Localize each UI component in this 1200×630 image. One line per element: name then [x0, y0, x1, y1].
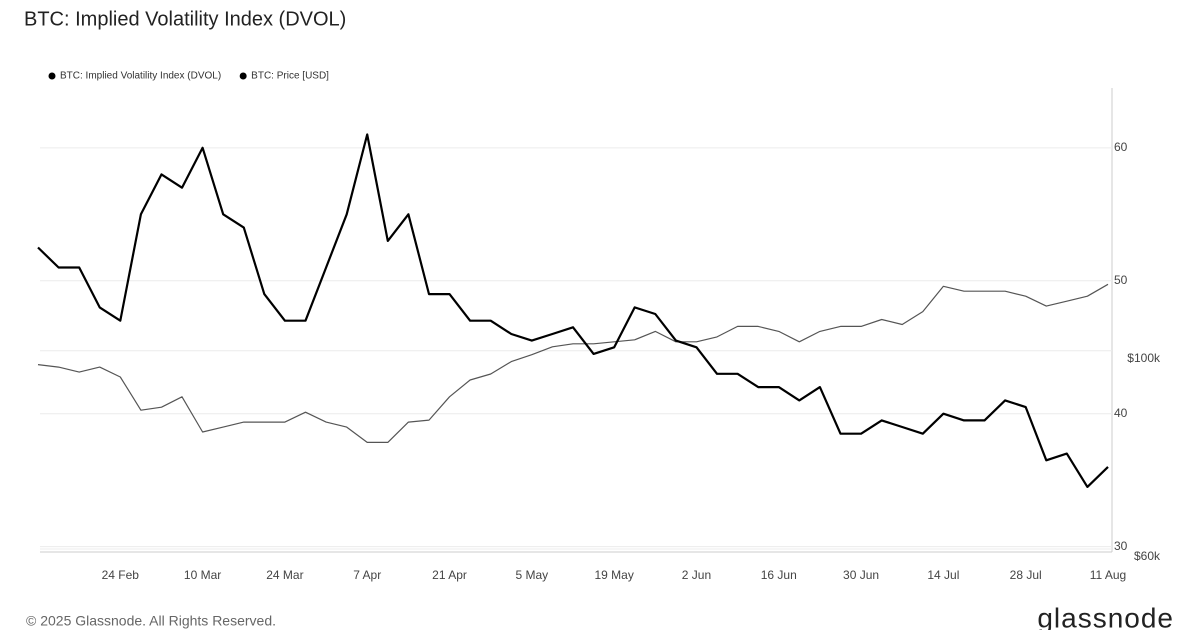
- y2-tick-label: $100k: [1127, 351, 1161, 365]
- x-tick-label: 16 Jun: [761, 568, 797, 582]
- source: © 2025 Glassnode. All Rights Reserved.: [26, 613, 276, 629]
- chart-title: BTC: Implied Volatility Index (DVOL): [24, 8, 346, 30]
- y2-tick-label: $60k: [1134, 549, 1161, 563]
- legend-marker: [239, 72, 247, 80]
- x-tick-label: 11 Aug: [1090, 568, 1126, 582]
- x-tick-label: 24 Mar: [266, 568, 303, 582]
- y-tick-label: 50: [1114, 273, 1128, 287]
- x-tick-label: 24 Feb: [102, 568, 140, 582]
- brand-logo: glassnode: [1037, 602, 1174, 630]
- x-tick-label: 19 May: [594, 568, 633, 582]
- x-tick-label: 7 Apr: [353, 568, 381, 582]
- y-tick-label: 40: [1114, 406, 1128, 420]
- y-tick-label: 30: [1114, 539, 1128, 553]
- y-tick-label: 60: [1114, 140, 1128, 154]
- legend-marker: [48, 72, 56, 80]
- x-tick-label: 14 Jul: [927, 568, 959, 582]
- x-tick-label: 10 Mar: [184, 568, 221, 582]
- legend-label: BTC: Implied Volatility Index (DVOL): [60, 71, 221, 82]
- x-tick-label: 5 May: [516, 568, 549, 582]
- x-tick-label: 30 Jun: [843, 568, 879, 582]
- x-tick-label: 28 Jul: [1010, 568, 1042, 582]
- legend-label: BTC: Price [USD]: [251, 71, 329, 82]
- series-line: [37, 133, 1109, 488]
- x-tick-label: 21 Apr: [432, 568, 467, 582]
- series-line: [37, 283, 1109, 443]
- x-tick-label: 2 Jun: [682, 568, 711, 582]
